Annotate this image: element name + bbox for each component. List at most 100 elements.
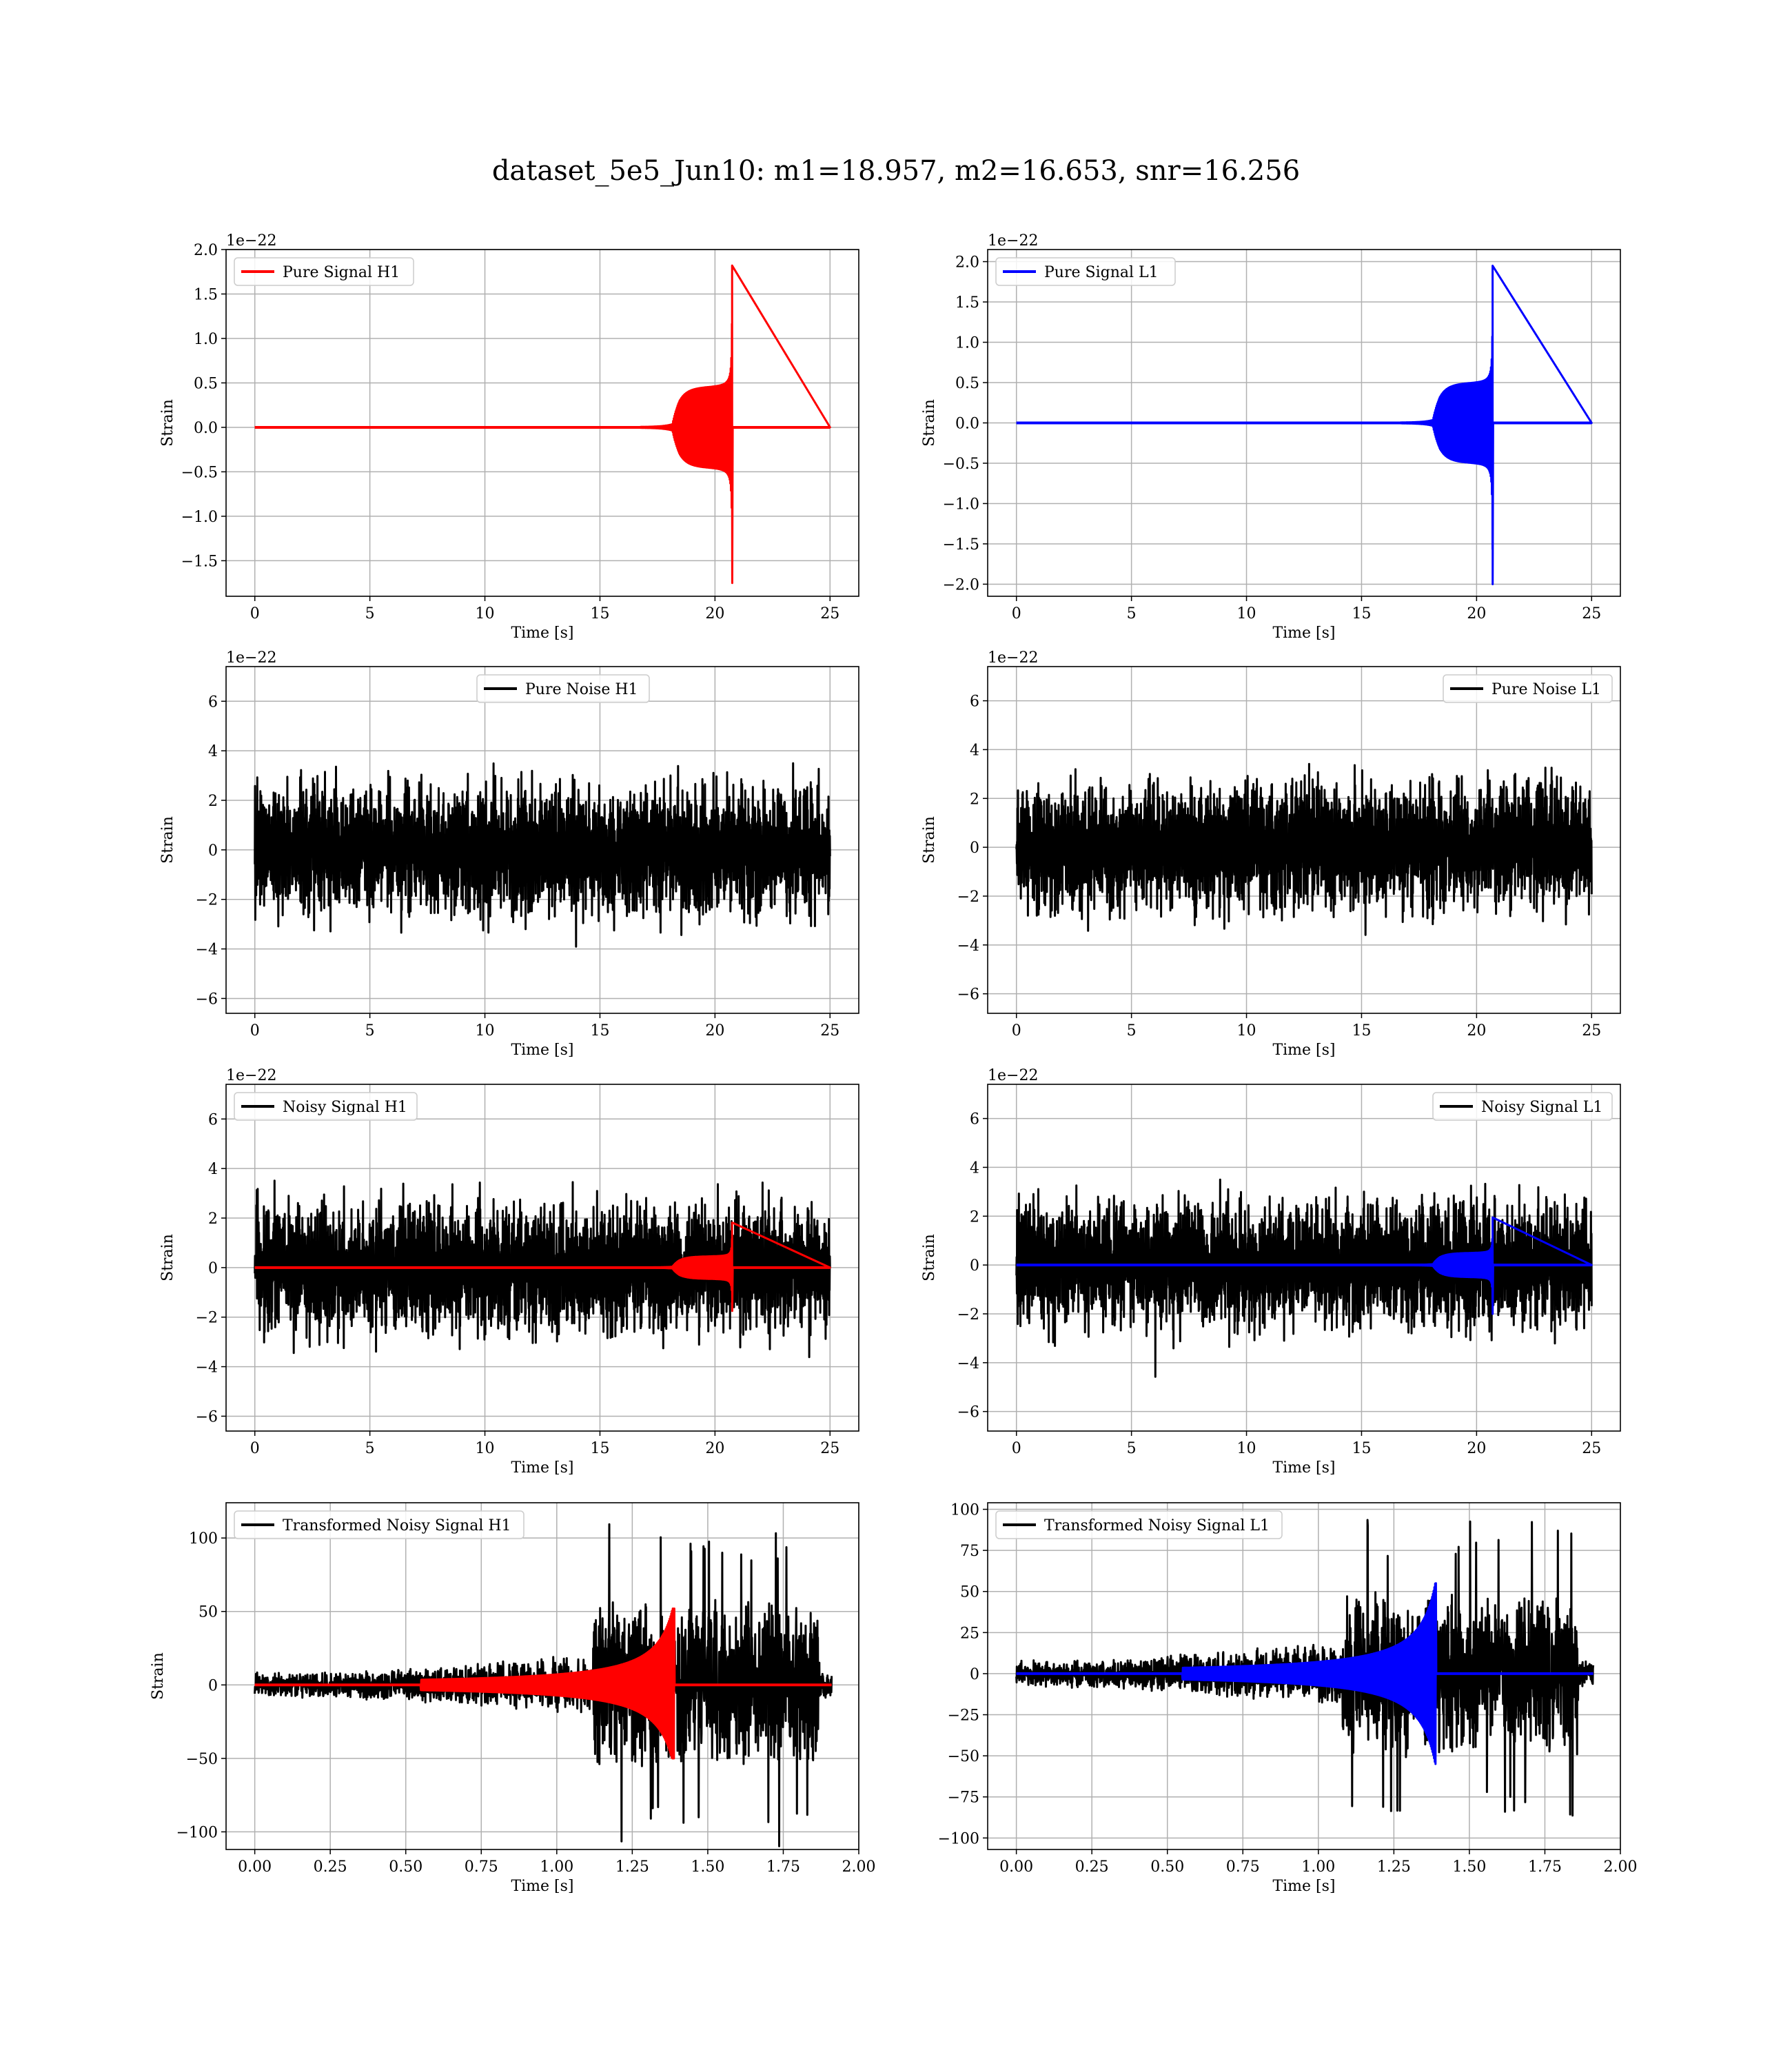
x-tick-label: 1.75: [1528, 1858, 1562, 1876]
y-tick-label: −1.0: [943, 496, 979, 513]
y-tick-label: 1.5: [194, 286, 218, 303]
y-tick-label: −0.5: [943, 456, 979, 473]
x-tick-label: 20: [705, 1440, 724, 1457]
y-tick-label: 0.0: [194, 420, 218, 437]
x-tick-label: 20: [1467, 1440, 1486, 1457]
legend-label: Pure Noise H1: [525, 681, 638, 698]
x-tick-label: 1.00: [540, 1858, 573, 1876]
x-tick-label: 0: [250, 605, 260, 622]
x-tick-label: 20: [1467, 1022, 1486, 1040]
x-tick-label: 0: [250, 1022, 260, 1040]
y-tick-label: 1.0: [194, 331, 218, 348]
y-tick-label: −2.0: [943, 576, 979, 594]
x-tick-label: 25: [1582, 1022, 1601, 1040]
legend-box: [234, 1092, 418, 1121]
offset-text: 1e−22: [226, 1067, 276, 1084]
series-line-p6-0: [1015, 1178, 1593, 1378]
y-tick-label: −6: [196, 1408, 218, 1426]
plot-p8: 0.00 0.25 0.50 0.75 1.00 1.25 1.50 1.75 2.00 −100…: [938, 1502, 1638, 1895]
legend-box: [1443, 674, 1613, 703]
x-tick-label: 0: [1012, 605, 1021, 622]
x-tick-label: 25: [820, 605, 839, 622]
y-tick-label: 0: [208, 842, 218, 860]
y-tick-label: −6: [957, 1404, 979, 1421]
x-tick-label: 2.00: [1604, 1858, 1638, 1876]
y-tick-label: 0: [970, 1666, 979, 1683]
y-tick-label: 50: [198, 1604, 218, 1621]
offset-text: 1e−22: [226, 649, 276, 667]
legend: Noisy Signal H1: [234, 1092, 418, 1121]
y-tick-label: −2: [957, 1306, 979, 1324]
x-tick-label: 5: [1127, 605, 1137, 622]
plot-p6: 0 5 10 15 20 25 −6 −4 −2 0 2 4 6 Time [s] Strain 1e−22 N…: [921, 1067, 1621, 1477]
x-axis-label: Time [s]: [511, 1878, 573, 1895]
legend-label: Pure Signal H1: [283, 264, 400, 281]
y-tick-label: −4: [957, 1355, 979, 1372]
axes-frame: [987, 1502, 1621, 1850]
plot-p1: 0 5 10 15 20 25 −1.5 −1.0 −0.5 0.0 0.5 1.0 1.5 2.0 Tim…: [159, 232, 859, 642]
axes-frame: [225, 666, 859, 1014]
x-tick-label: 1.25: [1377, 1858, 1411, 1876]
x-tick-label: 0.25: [314, 1858, 347, 1876]
series-line-p2-0: [1015, 264, 1593, 585]
x-axis-label: Time [s]: [511, 1042, 573, 1059]
legend: Transformed Noisy Signal H1: [234, 1510, 525, 1539]
x-axis-label: Time [s]: [1272, 1459, 1335, 1477]
y-tick-label: 0.5: [955, 375, 979, 392]
legend-label: Transformed Noisy Signal L1: [1044, 1517, 1270, 1534]
plot-p4: 0 5 10 15 20 25 −6 −4 −2 0 2 4 6 Time [s] Strain 1e−22 P…: [921, 649, 1621, 1059]
legend-label: Pure Signal L1: [1044, 264, 1159, 281]
x-tick-label: 15: [1352, 1440, 1371, 1457]
legend: Pure Noise L1: [1443, 674, 1613, 703]
series-line-p7-0: [254, 1523, 833, 1847]
y-tick-label: −100: [176, 1824, 218, 1841]
x-tick-label: 0.00: [999, 1858, 1033, 1876]
y-tick-label: 100: [950, 1502, 979, 1519]
y-axis-label: Strain: [159, 816, 176, 864]
y-tick-label: 25: [960, 1625, 979, 1642]
y-axis-label: Strain: [921, 399, 938, 447]
x-tick-label: 0.50: [1150, 1858, 1184, 1876]
y-tick-label: 2.0: [955, 254, 979, 272]
x-tick-label: 10: [1237, 605, 1256, 622]
y-tick-label: 50: [960, 1584, 979, 1601]
y-axis-label: Strain: [159, 1234, 176, 1281]
x-tick-label: 0: [250, 1440, 260, 1457]
legend-label: Noisy Signal L1: [1481, 1099, 1602, 1116]
series-line-p4-0: [1015, 762, 1593, 936]
x-tick-label: 5: [365, 605, 375, 622]
x-axis-label: Time [s]: [1272, 625, 1335, 642]
y-axis-label: Strain: [921, 1234, 938, 1281]
y-tick-label: 4: [208, 743, 218, 760]
y-tick-label: 0: [970, 1257, 979, 1275]
x-tick-label: 0.50: [389, 1858, 422, 1876]
plot-p7: 0.00 0.25 0.50 0.75 1.00 1.25 1.50 1.75 2.00 −100…: [150, 1502, 875, 1895]
x-tick-label: 0: [1012, 1022, 1021, 1040]
y-tick-label: 6: [208, 693, 218, 711]
legend-box: [234, 1510, 525, 1539]
x-tick-label: 15: [1352, 605, 1371, 622]
legend-box: [234, 257, 414, 286]
axes-frame: [987, 666, 1621, 1014]
y-tick-label: −4: [196, 942, 218, 959]
y-tick-label: 0: [208, 1260, 218, 1277]
legend-box: [1432, 1092, 1613, 1121]
y-tick-label: −50: [186, 1751, 218, 1768]
axes-frame: [225, 1084, 859, 1432]
x-tick-label: 1.50: [1452, 1858, 1486, 1876]
y-tick-label: −1.0: [181, 509, 218, 526]
x-tick-label: 5: [365, 1022, 375, 1040]
x-tick-label: 0.75: [465, 1858, 498, 1876]
y-tick-label: −2: [196, 1310, 218, 1327]
x-tick-label: 10: [476, 605, 495, 622]
x-tick-label: 25: [820, 1440, 839, 1457]
y-tick-label: 6: [970, 1111, 979, 1128]
y-tick-label: 2: [970, 1208, 979, 1226]
legend-label: Transformed Noisy Signal H1: [283, 1517, 511, 1534]
y-axis-label: Strain: [159, 399, 176, 447]
x-tick-label: 5: [365, 1440, 375, 1457]
x-tick-label: 0: [1012, 1440, 1021, 1457]
y-tick-label: −25: [948, 1707, 979, 1725]
y-tick-label: −0.5: [181, 464, 218, 481]
axes-frame: [987, 1084, 1621, 1432]
